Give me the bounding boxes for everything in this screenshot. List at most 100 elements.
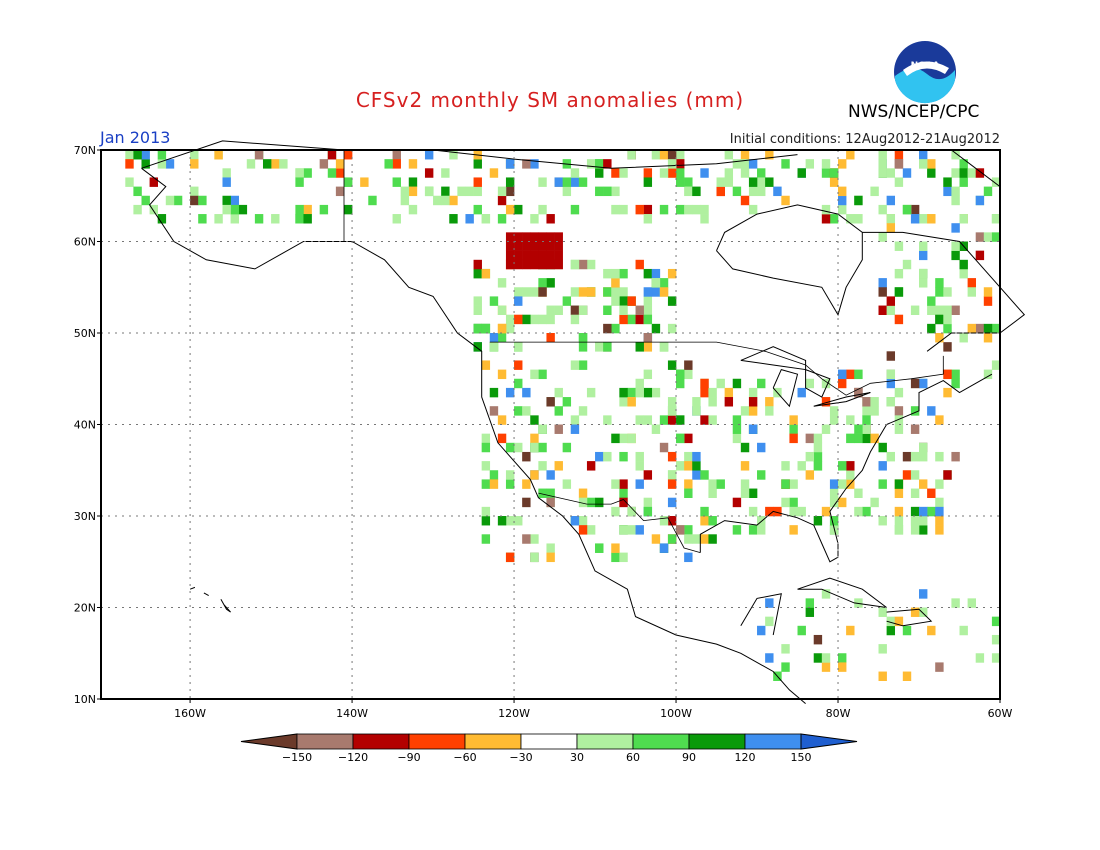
anomaly-cell: [505, 250, 515, 261]
anomaly-cell: [392, 159, 401, 169]
anomaly-cell: [190, 195, 199, 206]
anomaly-cell: [538, 250, 547, 261]
anomaly-cell: [554, 259, 563, 270]
anomaly-cell: [943, 186, 952, 197]
anomaly-cell: [943, 342, 952, 352]
anomaly-cell: [578, 305, 588, 315]
anomaly-cell: [578, 406, 588, 416]
anomaly-cell: [643, 506, 653, 517]
anomaly-cell: [198, 195, 207, 206]
anomaly-cell: [133, 204, 142, 215]
anomaly-cell: [659, 204, 669, 215]
anomaly-cell: [894, 506, 904, 517]
anomaly-cell: [991, 214, 1001, 224]
anomaly-cell: [894, 406, 904, 416]
colorbar: −150 −120 −90 −60 −30 30 60 90 120 150: [240, 733, 858, 764]
anomaly-cell: [919, 442, 928, 453]
anomaly-cell: [919, 479, 928, 489]
anomaly-cell: [530, 241, 539, 251]
anomaly-cell: [676, 150, 685, 160]
anomaly-cell: [570, 424, 580, 434]
anomaly-cell: [611, 506, 620, 517]
anomaly-cell: [578, 360, 588, 370]
lon-tick-label: 140W: [336, 707, 368, 720]
anomaly-cell: [473, 204, 482, 215]
anomaly-cell: [546, 250, 555, 261]
anomaly-cell: [886, 369, 896, 380]
anomaly-cell: [975, 168, 985, 178]
anomaly-cell: [562, 479, 572, 489]
anomaly-cell: [870, 186, 879, 197]
anomaly-cell: [530, 250, 539, 261]
anomaly-cell: [489, 342, 499, 352]
anomaly-cell: [829, 488, 839, 498]
anomaly-cell: [708, 488, 717, 498]
anomaly-cell: [497, 415, 507, 425]
colorbar-label: −150: [282, 751, 312, 764]
anomaly-cell: [489, 479, 499, 489]
anomaly-cell: [748, 506, 758, 517]
colorbar-swatch: [408, 733, 466, 750]
anomaly-cell: [659, 278, 669, 288]
anomaly-cell: [894, 415, 904, 425]
coastline: [141, 140, 798, 169]
anomaly-cell: [125, 159, 134, 169]
anomaly-cell: [505, 159, 515, 169]
anomaly-cell: [684, 451, 693, 462]
anomaly-cell: [676, 525, 685, 535]
anomaly-cell: [894, 159, 904, 169]
anomaly-cell: [894, 525, 904, 535]
anomaly-cell: [481, 506, 491, 517]
anomaly-cell: [522, 232, 531, 242]
anomaly-cell: [765, 616, 774, 627]
anomaly-cell: [805, 451, 815, 462]
anomaly-cell: [862, 424, 871, 434]
anomaly-cell: [627, 433, 636, 444]
anomaly-cell: [991, 232, 1001, 242]
anomaly-cell: [821, 204, 831, 215]
anomaly-cell: [991, 323, 1001, 334]
anomaly-cell: [141, 150, 150, 160]
anomaly-cell: [919, 506, 928, 517]
anomaly-cell: [854, 214, 863, 224]
anomaly-cell: [643, 268, 653, 279]
anomaly-cell: [919, 516, 928, 526]
anomaly-cell: [659, 516, 669, 526]
anomaly-cell: [546, 470, 555, 480]
anomaly-cell: [692, 186, 701, 197]
anomaly-cell: [611, 278, 620, 288]
anomaly-cell: [684, 177, 693, 187]
anomaly-cell: [975, 232, 985, 242]
anomaly-cell: [230, 195, 239, 206]
anomaly-cell: [546, 488, 555, 498]
anomaly-cell: [886, 168, 896, 178]
anomaly-cell: [894, 616, 904, 627]
anomaly-cell: [497, 195, 507, 206]
anomaly-cell: [692, 534, 701, 544]
anomaly-cell: [497, 433, 507, 444]
anomaly-cell: [514, 378, 523, 389]
anomaly-cell: [902, 168, 912, 178]
anomaly-cell: [684, 488, 693, 498]
anomaly-cell: [635, 461, 644, 471]
anomaly-cell: [424, 186, 434, 197]
anomaly-cell: [919, 607, 928, 617]
anomaly-cell: [157, 159, 167, 169]
anomaly-cell: [546, 232, 555, 242]
anomaly-cell: [514, 232, 523, 242]
anomaly-cell: [570, 259, 580, 270]
anomaly-cell: [611, 323, 620, 334]
anomaly-cell: [651, 287, 661, 297]
anomaly-cell: [927, 168, 936, 178]
colorbar-swatch: [520, 733, 578, 750]
anomaly-cell: [935, 305, 944, 315]
anomaly-cell: [821, 159, 831, 169]
anomaly-cell: [505, 442, 515, 453]
anomaly-cell: [303, 214, 312, 224]
anomaly-cell: [959, 214, 968, 224]
anomaly-cell: [684, 433, 693, 444]
anomaly-cell: [667, 150, 677, 160]
anomaly-cell: [505, 241, 515, 251]
anomaly-cell: [627, 397, 636, 407]
anomaly-cell: [878, 671, 887, 681]
